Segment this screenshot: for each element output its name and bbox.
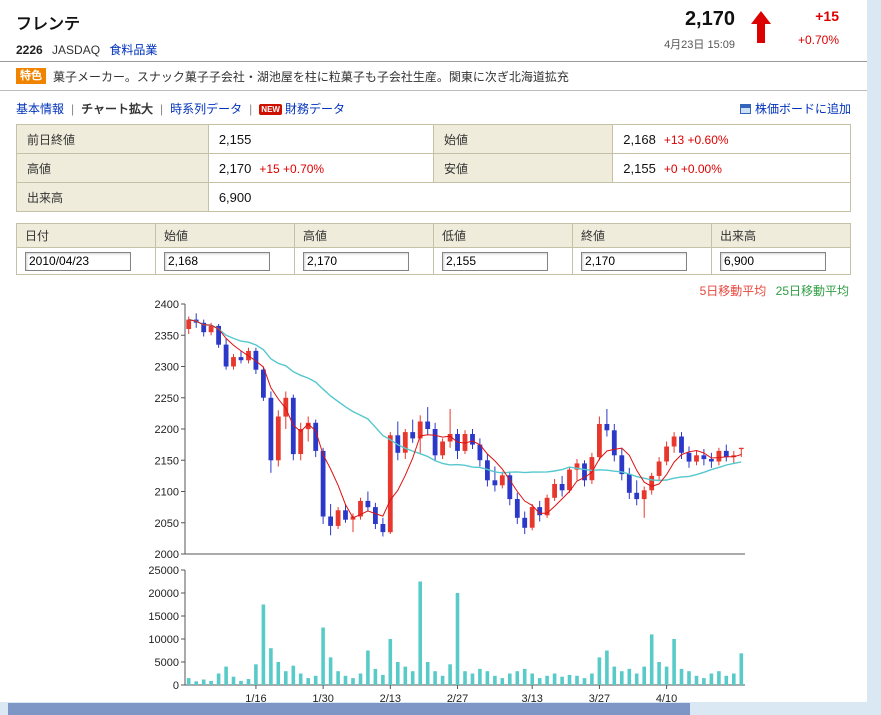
entry-header-low: 低値 (433, 223, 573, 248)
chart-area: 2000 2050 2100 2150 2200 2250 2300 2350 2400 0 500… (145, 298, 867, 702)
high-value: 2,170 +15 +0.70% (207, 153, 434, 183)
new-badge: NEW (259, 104, 282, 115)
prev-close-label: 前日終値 (16, 124, 209, 154)
svg-text:1/30: 1/30 (312, 693, 333, 702)
ma5-legend-label: 5日移動平均 (699, 284, 767, 298)
svg-text:25000: 25000 (148, 565, 179, 577)
nav-financial-data[interactable]: 財務データ (284, 102, 345, 116)
ohlc-entry-table: 日付 始値 高値 低値 終値 出来高 (16, 223, 851, 275)
nav-time-series[interactable]: 時系列データ (170, 102, 243, 116)
feature-badge: 特色 (16, 68, 46, 84)
svg-text:2200: 2200 (155, 424, 179, 436)
stock-detail-page: フレンテ 2226 JASDAQ 食料品業 2,170 4月23日 15:09 … (0, 0, 867, 702)
stock-candlestick-chart: 2000 2050 2100 2150 2200 2250 2300 2350 2400 0 500… (148, 299, 745, 702)
svg-text:2050: 2050 (155, 518, 179, 530)
close-input[interactable] (581, 251, 687, 271)
volume-value: 6,900 (207, 182, 852, 212)
company-name: フレンテ (16, 16, 81, 33)
price-block: 2,170 4月23日 15:09 +15 +0.70% (625, 8, 839, 52)
entry-header-close: 終値 (572, 223, 712, 248)
add-to-board: 株価ボードに追加 (739, 100, 851, 117)
low-label: 安値 (432, 153, 614, 183)
svg-text:2350: 2350 (155, 330, 179, 342)
code-line: 2226 JASDAQ 食料品業 (16, 41, 851, 58)
svg-text:2150: 2150 (155, 455, 179, 467)
entry-header-volume: 出来高 (711, 223, 851, 248)
add-to-board-link[interactable]: 株価ボードに追加 (754, 102, 851, 116)
entry-header-row: 日付 始値 高値 低値 終値 出来高 (16, 223, 851, 248)
stock-header: フレンテ 2226 JASDAQ 食料品業 2,170 4月23日 15:09 … (0, 0, 867, 62)
entry-input-row (16, 247, 851, 275)
nav-separator: | (249, 102, 253, 116)
open-value: 2,168 +13 +0.60% (612, 124, 851, 154)
quote-table: 前日終値 2,155 始値 2,168 +13 +0.60% 高値 2,170 +1… (16, 124, 852, 212)
svg-text:2300: 2300 (155, 362, 179, 374)
high-label: 高値 (16, 153, 209, 183)
table-row: 出来高 6,900 (16, 182, 852, 212)
feature-text: 菓子メーカー。スナック菓子子会社・湖池屋を柱に粒菓子も子会社生産。関東に次ぎ北海… (53, 69, 569, 84)
open-label: 始値 (432, 124, 614, 154)
low-input[interactable] (442, 251, 548, 271)
open-input[interactable] (164, 251, 270, 271)
table-row: 前日終値 2,155 始値 2,168 +13 +0.60% (16, 124, 851, 154)
footer-bar (8, 703, 690, 715)
svg-text:2400: 2400 (155, 299, 179, 311)
svg-text:2250: 2250 (155, 393, 179, 405)
high-change: +15 +0.70% (259, 161, 325, 176)
svg-text:5000: 5000 (155, 657, 179, 669)
industry-link[interactable]: 食料品業 (109, 43, 158, 57)
high-input[interactable] (303, 251, 409, 271)
svg-text:2/27: 2/27 (447, 693, 468, 702)
ma25-legend-label: 25日移動平均 (775, 284, 849, 298)
svg-text:15000: 15000 (148, 611, 179, 623)
svg-text:2100: 2100 (155, 487, 179, 499)
svg-text:3/27: 3/27 (589, 693, 610, 702)
open-change: +13 +0.60% (663, 132, 729, 147)
prev-close-value: 2,155 (207, 124, 434, 154)
svg-text:2/13: 2/13 (380, 693, 401, 702)
current-price: 2,170 (684, 8, 735, 30)
nav-chart-enlarge[interactable]: チャート拡大 (81, 102, 154, 116)
svg-text:10000: 10000 (148, 634, 179, 646)
volume-input[interactable] (720, 251, 826, 271)
date-input[interactable] (25, 251, 131, 271)
entry-header-open: 始値 (155, 223, 295, 248)
up-arrow-icon (751, 11, 771, 48)
stock-code: 2226 (16, 43, 43, 57)
section-nav: 基本情報 | チャート拡大 | 時系列データ | NEW 財務データ 株価ボードに追加 (0, 91, 867, 124)
low-value: 2,155 +0 +0.00% (612, 153, 851, 183)
low-change: +0 +0.00% (663, 161, 722, 176)
nav-basic-info[interactable]: 基本情報 (16, 102, 65, 116)
svg-text:0: 0 (173, 680, 179, 692)
nav-separator: | (160, 102, 164, 116)
feature-row: 特色 菓子メーカー。スナック菓子子会社・湖池屋を柱に粒菓子も子会社生産。関東に次… (0, 62, 867, 91)
svg-text:20000: 20000 (148, 588, 179, 600)
ma-legend: 5日移動平均 25日移動平均 (18, 282, 849, 298)
volume-label: 出来高 (16, 182, 209, 212)
price-change: +15 (815, 8, 839, 24)
nav-separator: | (71, 102, 75, 116)
table-row: 高値 2,170 +15 +0.70% 安値 2,155 +0 +0.00% (16, 153, 851, 183)
svg-text:2000: 2000 (155, 549, 179, 561)
board-icon (739, 104, 751, 114)
svg-text:3/13: 3/13 (521, 693, 542, 702)
svg-text:4/10: 4/10 (656, 693, 677, 702)
entry-header-date: 日付 (16, 223, 156, 248)
entry-header-high: 高値 (294, 223, 434, 248)
price-change-percent: +0.70% (797, 33, 839, 47)
quote-datetime: 4月23日 15:09 (664, 39, 735, 51)
svg-text:1/16: 1/16 (245, 693, 266, 702)
market-name: JASDAQ (52, 43, 101, 57)
